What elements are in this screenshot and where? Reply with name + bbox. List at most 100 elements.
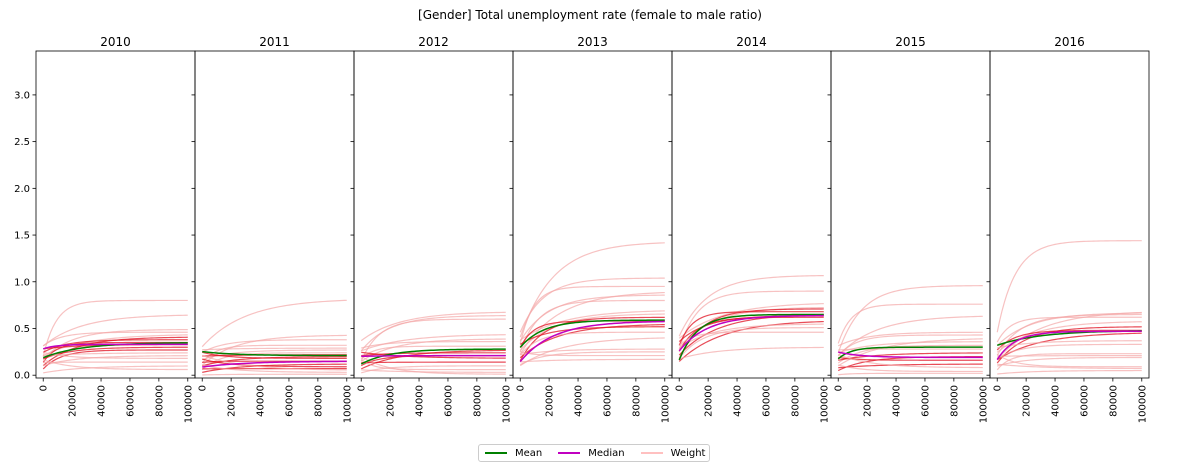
x-tick-label: 20000 <box>227 385 238 417</box>
weight-line <box>519 323 665 359</box>
x-tick-label: 100000 <box>978 385 989 423</box>
legend-swatch-weight <box>640 452 663 454</box>
weight-line <box>360 359 506 371</box>
panel-2011: 2011 0 20000 40000 60000 80000 100000 <box>191 35 355 423</box>
legend-swatch-median <box>558 452 581 454</box>
panel-2014: 2014 0 20000 40000 60000 80000 100000 <box>668 35 832 423</box>
weight-line <box>678 323 824 349</box>
weight-line <box>678 303 824 339</box>
weight-line <box>361 352 506 357</box>
x-tick-label: 60000 <box>920 385 931 417</box>
weight-line <box>837 315 983 357</box>
median-line <box>43 343 188 350</box>
x-tick-label: 80000 <box>1108 385 1119 417</box>
weight-line <box>837 331 983 347</box>
median-line <box>996 330 1142 360</box>
legend: Mean Median Weight <box>478 444 710 462</box>
x-tick-label: 0 <box>675 385 686 391</box>
legend-item-median: Median <box>558 448 625 459</box>
weight-line <box>201 344 347 364</box>
weight-line <box>202 351 347 359</box>
x-tick-label: 60000 <box>1079 385 1090 417</box>
x-tick-label: 80000 <box>790 385 801 417</box>
median-line <box>678 314 824 352</box>
weight-line <box>996 332 1142 361</box>
weight-line <box>42 299 188 357</box>
panel-title: 2011 <box>259 35 290 49</box>
weight-line <box>520 348 665 356</box>
x-tick-label: 80000 <box>472 385 483 417</box>
x-tick-label: 40000 <box>256 385 267 417</box>
weight-line <box>997 340 1142 349</box>
weight-line <box>838 363 983 369</box>
x-tick-label: 20000 <box>386 385 397 417</box>
weight-line <box>837 344 983 364</box>
legend-item-mean: Mean <box>485 448 542 459</box>
weight-line <box>678 327 824 359</box>
weight-line <box>201 299 347 348</box>
panel-title: 2013 <box>577 35 608 49</box>
weight-line <box>837 285 983 353</box>
weight-line <box>519 313 665 351</box>
chart-title: [Gender] Total unemployment rate (female… <box>418 8 762 22</box>
weight-line <box>678 311 824 346</box>
weight-line <box>519 351 665 366</box>
weight-line <box>997 356 1142 367</box>
weight-line <box>201 334 347 366</box>
weight-line <box>997 363 1142 370</box>
weight-line <box>43 355 188 367</box>
weight-line <box>678 274 824 337</box>
x-tick-label: 80000 <box>631 385 642 417</box>
x-tick-label: 100000 <box>660 385 671 423</box>
x-tick-label: 100000 <box>183 385 194 423</box>
weight-line <box>519 316 665 362</box>
weight-line <box>519 326 665 345</box>
weight-line <box>837 334 983 357</box>
weight-line <box>678 320 824 362</box>
weight-line <box>43 365 188 374</box>
weight-line <box>43 352 188 357</box>
weight-line <box>519 277 665 333</box>
weight-line <box>202 347 347 351</box>
x-tick-label: 0 <box>834 385 845 391</box>
x-tick-label: 40000 <box>1051 385 1062 417</box>
weight-line <box>519 285 665 344</box>
weight-line <box>679 346 824 360</box>
x-tick-label: 60000 <box>443 385 454 417</box>
panel-frame <box>830 50 991 379</box>
y-tick-label: 1.5 <box>14 231 30 242</box>
weight-line <box>996 240 1142 333</box>
weight-line <box>202 358 347 368</box>
weight-line <box>519 337 665 367</box>
panel-frame <box>35 50 196 379</box>
panel-frame <box>194 50 355 379</box>
legend-label-mean: Mean <box>515 447 543 459</box>
x-tick-label: 0 <box>993 385 1004 391</box>
panel-title: 2016 <box>1054 35 1085 49</box>
weight-line <box>996 321 1142 353</box>
panel-title: 2010 <box>100 35 131 49</box>
panel-frame <box>353 50 514 379</box>
panel-2012: 2012 0 20000 40000 60000 80000 100000 <box>350 35 514 423</box>
weight-line <box>520 351 665 357</box>
panel-2015: 2015 0 20000 40000 60000 80000 100000 <box>827 35 991 423</box>
weight-line <box>202 373 347 376</box>
weight-line <box>360 311 506 342</box>
x-tick-label: 40000 <box>97 385 108 417</box>
x-tick-label: 100000 <box>1137 385 1148 423</box>
weight-line <box>996 316 1142 343</box>
weight-line <box>360 345 506 360</box>
weight-line <box>202 354 347 371</box>
median-line <box>202 360 347 368</box>
panels: 2010 0.0 0.5 1.0 1.5 2.0 2.5 3.0 0 20000 40000 6000… <box>14 35 1150 423</box>
x-tick-label: 100000 <box>819 385 830 423</box>
x-tick-label: 40000 <box>415 385 426 417</box>
mean-line <box>519 319 665 348</box>
weight-line <box>997 354 1142 357</box>
weight-line <box>837 303 983 344</box>
panel-2016: 2016 0 20000 40000 60000 80000 100000 <box>986 35 1150 423</box>
mean-line <box>678 313 824 361</box>
panel-2013: 2013 0 20000 40000 60000 80000 100000 <box>509 35 673 423</box>
weight-line <box>678 331 824 347</box>
weight-line <box>678 290 824 350</box>
